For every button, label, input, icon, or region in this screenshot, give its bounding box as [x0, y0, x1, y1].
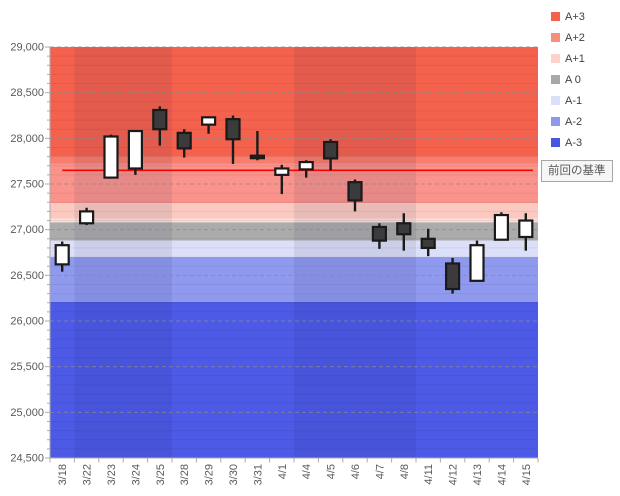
x-axis-tick-label: 3/18: [57, 464, 69, 485]
candle-body: [323, 140, 339, 160]
y-axis-tick-label: 24,500: [10, 453, 44, 465]
legend-swatch: [551, 117, 560, 126]
candle-body: [371, 225, 387, 242]
x-axis-tick-label: 3/31: [252, 464, 264, 485]
legend-item: A-2: [551, 111, 585, 132]
y-axis-tick-label: 28,500: [10, 87, 44, 99]
candle-body: [274, 167, 290, 176]
band-A+1: [50, 203, 538, 219]
legend-item-label: A-1: [565, 94, 583, 107]
candle-body: [127, 129, 143, 170]
y-axis-tick-label: 27,500: [10, 179, 44, 191]
legend-item-label: A+2: [565, 31, 585, 44]
band-A 0: [50, 222, 538, 241]
y-axis-tick-label: 28,000: [10, 133, 44, 145]
band-A+3/A+2 blend: [50, 156, 538, 164]
legend-swatch: [551, 75, 560, 84]
candle-body: [103, 135, 119, 179]
legend-swatch: [551, 12, 560, 21]
candle-body: [445, 262, 461, 291]
y-axis-tick-label: 26,000: [10, 316, 44, 328]
candle-body: [469, 244, 485, 282]
band-A-3: [50, 301, 538, 458]
x-axis-tick-label: 4/5: [326, 464, 338, 479]
baseline-label: 前回の基準: [541, 160, 613, 182]
candle-body: [225, 118, 241, 141]
y-axis-tick-label: 25,500: [10, 361, 44, 373]
x-axis-tick-label: 3/28: [179, 464, 191, 485]
y-axis-tick-label: 26,500: [10, 270, 44, 282]
candle-body: [54, 244, 70, 266]
week-shade: [294, 47, 416, 458]
candle-body: [298, 160, 314, 171]
legend-item: A-3: [551, 132, 585, 153]
legend-swatch: [551, 96, 560, 105]
candle-body: [249, 154, 265, 160]
legend-item-label: A+1: [565, 52, 585, 65]
candle-body: [176, 131, 192, 150]
legend-item-label: A-2: [565, 115, 583, 128]
x-axis-tick-label: 4/1: [277, 464, 289, 479]
legend-swatch: [551, 138, 560, 147]
x-axis-tick-label: 4/8: [399, 464, 411, 479]
legend-item: A+2: [551, 27, 585, 48]
legend-swatch: [551, 33, 560, 42]
legend-swatch: [551, 54, 560, 63]
x-axis-tick-label: 4/12: [448, 464, 460, 485]
week-shade: [74, 47, 172, 458]
x-axis-tick-label: 4/11: [423, 464, 435, 485]
candle-body: [152, 108, 168, 131]
band-A-1: [50, 240, 538, 258]
candle-body: [518, 219, 534, 239]
x-axis-tick-label: 3/23: [106, 464, 118, 485]
legend-item: A-1: [551, 90, 585, 111]
legend-item-label: A+3: [565, 10, 585, 23]
x-axis-tick-label: 4/13: [472, 464, 484, 485]
legend-item: A 0: [551, 69, 585, 90]
x-axis-tick-label: 4/15: [521, 464, 533, 485]
legend-item-label: A 0: [565, 73, 581, 86]
y-axis-tick-label: 25,000: [10, 407, 44, 419]
y-axis-tick-label: 27,000: [10, 224, 44, 236]
x-axis-tick-label: 4/7: [374, 464, 386, 479]
x-axis-tick-label: 3/29: [204, 464, 216, 485]
y-axis-tick-label: 29,000: [10, 42, 44, 54]
x-axis-tick-label: 3/25: [155, 464, 167, 485]
legend-item: A+3: [551, 6, 585, 27]
candle-body: [201, 116, 217, 126]
candle-body: [78, 210, 95, 225]
legend-item: A+1: [551, 48, 585, 69]
x-axis-tick-label: 4/6: [350, 464, 362, 479]
x-axis-tick-label: 3/30: [228, 464, 240, 485]
band-A+1 pale: [50, 218, 538, 223]
candle-body: [420, 237, 436, 250]
candle-body: [396, 222, 412, 236]
legend: A+3 A+2 A+1 A 0 A-1 A-2 A-3: [551, 6, 585, 153]
x-axis-tick-label: 4/4: [301, 464, 313, 479]
x-axis-tick-label: 3/22: [82, 464, 94, 485]
x-axis-tick-label: 3/24: [130, 464, 142, 485]
legend-item-label: A-3: [565, 136, 583, 149]
x-axis-tick-label: 4/14: [496, 464, 508, 485]
candle-body: [493, 213, 509, 241]
candle-body: [347, 181, 363, 202]
